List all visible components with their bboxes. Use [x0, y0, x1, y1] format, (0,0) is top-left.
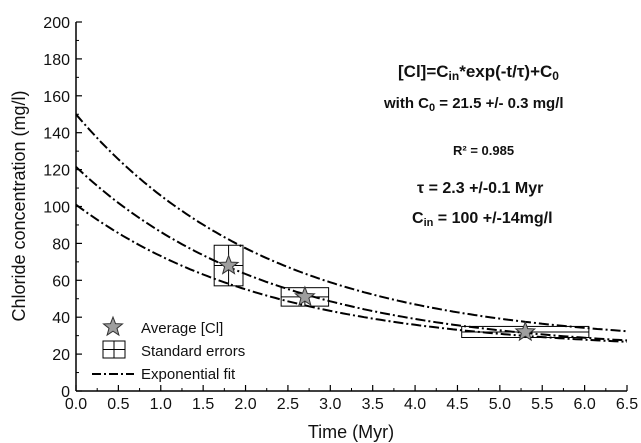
y-tick-label: 200 — [43, 15, 70, 32]
y-tick-label: 60 — [52, 273, 70, 290]
x-tick-label: 0.5 — [107, 396, 129, 413]
y-ticks: 0 20 40 60 80 100 120 140 160 180 200 — [43, 15, 82, 401]
r-squared-label: R² = 0.985 — [453, 143, 514, 158]
equation-label: [Cl]=Cin*exp(-t/τ)+C0 — [398, 62, 559, 83]
x-tick-label: 4.5 — [446, 396, 468, 413]
exponential-fit-curve — [75, 166, 628, 342]
average-point-star — [514, 320, 537, 342]
legend-errorbox-icon — [102, 340, 126, 359]
x-tick-label: 4.0 — [404, 396, 426, 413]
cin-label: Cin = 100 +/-14mg/l — [412, 210, 553, 229]
x-tick-label: 5.5 — [531, 396, 553, 413]
fit-curves — [75, 113, 628, 343]
x-tick-label: 1.5 — [192, 396, 214, 413]
legend-label-exponential-fit: Exponential fit — [141, 366, 236, 383]
x-tick-label: 3.5 — [362, 396, 384, 413]
y-tick-label: 40 — [52, 310, 70, 327]
y-tick-label: 120 — [43, 163, 70, 180]
legend: Average [Cl] Standard errors Exponential… — [92, 315, 245, 383]
x-tick-label: 5.0 — [489, 396, 511, 413]
data-points — [217, 254, 537, 342]
legend-label-standard-errors: Standard errors — [141, 343, 245, 360]
x-tick-label: 6.5 — [616, 396, 638, 413]
x-tick-label: 0.0 — [65, 396, 87, 413]
c0-label: with C0 = 21.5 +/- 0.3 mg/l — [383, 95, 564, 114]
x-tick-label: 6.0 — [573, 396, 595, 413]
x-tick-label: 2.5 — [277, 396, 299, 413]
x-tick-label: 1.0 — [150, 396, 172, 413]
average-point-star — [217, 254, 240, 275]
average-point-star — [294, 285, 316, 307]
y-axis-title: Chloride concentration (mg/l) — [9, 90, 29, 321]
y-tick-label: 20 — [52, 347, 70, 364]
x-tick-label: 3.0 — [319, 396, 341, 413]
x-axis-title: Time (Myr) — [308, 422, 394, 442]
exponential-fit-curve — [75, 113, 628, 333]
x-ticks: 0.0 0.5 1.0 1.5 2.0 2.5 3.0 3.5 4.0 4.5 5.0 5.5 6.0 6… — [65, 385, 638, 413]
y-tick-label: 80 — [52, 236, 70, 253]
y-tick-label: 0 — [61, 384, 70, 401]
y-tick-label: 100 — [43, 200, 70, 217]
y-tick-label: 160 — [43, 89, 70, 106]
y-tick-label: 140 — [43, 126, 70, 143]
y-tick-label: 180 — [43, 52, 70, 69]
x-tick-label: 2.0 — [234, 396, 256, 413]
tau-label: τ = 2.3 +/-0.1 Myr — [417, 180, 543, 197]
legend-star-icon — [102, 315, 124, 337]
legend-label-average: Average [Cl] — [141, 320, 223, 337]
annotations: [Cl]=Cin*exp(-t/τ)+C0 with C0 = 21.5 +/-… — [383, 62, 564, 229]
